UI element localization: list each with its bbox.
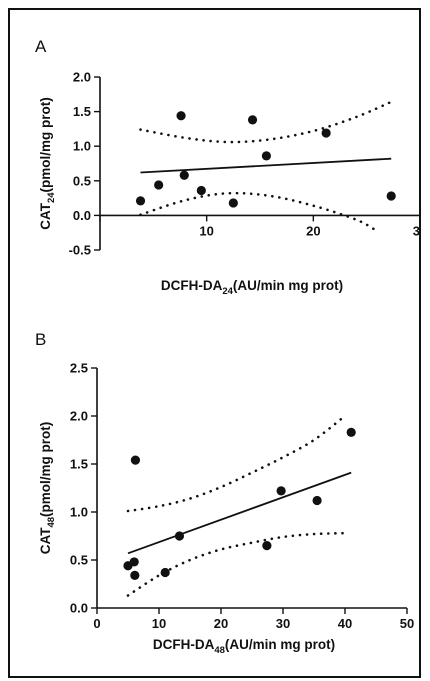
data-point <box>386 191 396 201</box>
y-tick-label: 0.5 <box>73 173 91 188</box>
ci-upper-curve <box>126 414 347 513</box>
x-axis-title-main: DCFH-DA <box>161 278 223 293</box>
y-axis-title-main: CAT <box>38 202 53 229</box>
y-axis-title-sub: 48 <box>46 517 57 528</box>
y-axis-title-sub: 24 <box>46 192 57 203</box>
x-tick-label: 10 <box>152 616 166 631</box>
x-axis-title-main: DCFH-DA <box>153 637 215 652</box>
data-point <box>154 180 164 190</box>
y-axis-title-rest: (pmol/mg prot) <box>38 97 53 192</box>
ci-upper-curve <box>139 100 393 144</box>
chart-panel-a: A-0.50.00.51.01.52.0102030DCFH-DA24(AU/m… <box>35 37 427 297</box>
y-axis-title-rest: (pmol/mg prot) <box>38 422 53 517</box>
data-point <box>135 196 146 206</box>
x-axis-title-sub: 48 <box>214 645 225 656</box>
y-tick-label: -0.5 <box>69 243 91 258</box>
x-tick-label: 20 <box>306 223 320 238</box>
y-tick-label: 2.5 <box>70 361 88 376</box>
x-axis-title: DCFH-DA24(AU/min mg prot) <box>161 278 343 297</box>
data-point <box>247 115 258 125</box>
data-point <box>130 455 141 465</box>
figure-frame: A-0.50.00.51.01.52.0102030DCFH-DA24(AU/m… <box>8 8 427 678</box>
data-point <box>176 111 186 121</box>
y-tick-label: 1.5 <box>73 104 91 119</box>
data-point <box>261 151 271 161</box>
data-point <box>276 486 286 496</box>
data-point <box>312 495 322 506</box>
panel-letter: B <box>35 330 46 349</box>
y-tick-label: 0.5 <box>70 553 88 568</box>
y-axis-title-main: CAT <box>38 527 53 554</box>
data-point <box>174 531 185 541</box>
data-point <box>228 198 238 208</box>
y-axis-title: CAT48(pmol/mg prot) <box>38 422 57 555</box>
ci-lower-curve <box>126 531 347 597</box>
data-point <box>129 557 139 567</box>
data-point <box>179 170 189 180</box>
data-point <box>262 541 272 551</box>
x-tick-label: 30 <box>276 616 290 631</box>
data-point <box>321 128 331 138</box>
data-point <box>130 570 140 580</box>
y-tick-label: 2.0 <box>70 409 88 424</box>
y-tick-label: 1.0 <box>70 505 88 520</box>
x-axis-title-rest: (AU/min mg prot) <box>225 637 335 652</box>
y-tick-label: 1.0 <box>73 139 91 154</box>
y-tick-label: 0.0 <box>73 208 91 223</box>
x-tick-label: 0 <box>93 616 100 631</box>
x-tick-label: 40 <box>338 616 352 631</box>
x-tick-label: 30 <box>413 223 419 238</box>
y-axis-title: CAT24(pmol/mg prot) <box>38 97 57 230</box>
y-tick-label: 1.5 <box>70 457 88 472</box>
regression-line <box>140 157 392 174</box>
x-tick-label: 10 <box>199 223 213 238</box>
data-point <box>196 185 206 196</box>
data-point <box>346 427 356 437</box>
x-axis-title-rest: (AU/min mg prot) <box>233 278 343 293</box>
chart-panel-b: B0.00.51.01.52.02.50 10 20 30 40 50DCFH-DA48(… <box>35 330 414 656</box>
x-tick-label: 50 <box>400 616 414 631</box>
x-tick-label: 20 <box>214 616 228 631</box>
x-axis-title: DCFH-DA48(AU/min mg prot) <box>153 637 335 656</box>
data-point <box>160 567 170 578</box>
y-tick-label: 0.0 <box>70 601 88 616</box>
figure-canvas: A-0.50.00.51.01.52.0102030DCFH-DA24(AU/m… <box>35 37 427 656</box>
y-tick-label: 2.0 <box>73 70 91 85</box>
ci-lower-curve <box>139 191 376 231</box>
x-axis-title-sub: 24 <box>222 286 233 297</box>
regression-line <box>127 471 352 555</box>
panel-letter: A <box>35 37 47 56</box>
